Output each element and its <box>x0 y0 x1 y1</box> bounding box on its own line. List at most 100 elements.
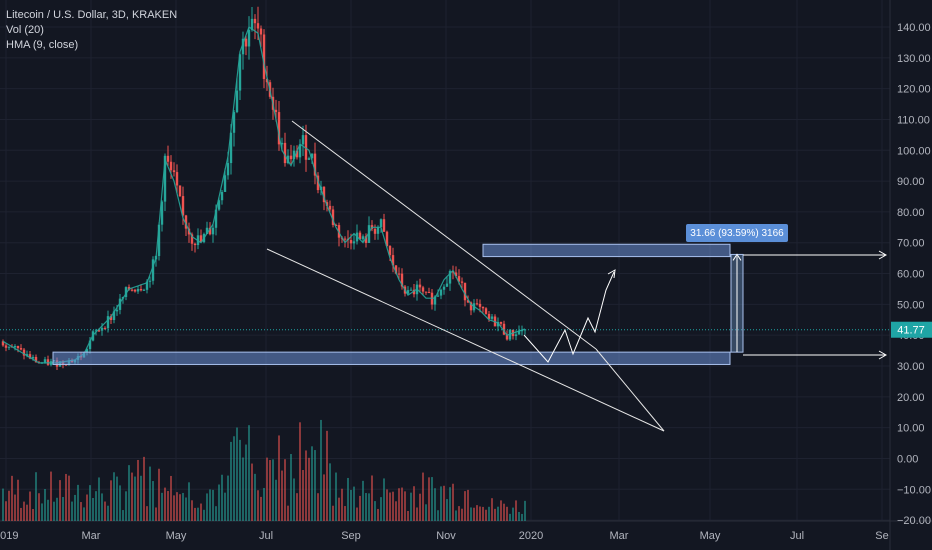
volume-bar <box>59 480 61 521</box>
candle-body <box>109 316 113 320</box>
candle-body <box>295 150 299 158</box>
volume-bar <box>194 507 196 521</box>
volume-bar <box>491 498 493 521</box>
volume-bar <box>299 422 301 521</box>
candle-body <box>409 289 413 291</box>
candle-body <box>352 241 356 244</box>
volume-bar <box>128 465 130 521</box>
volume-bar <box>470 507 472 521</box>
volume-bar <box>356 507 358 521</box>
volume-bar <box>290 454 292 521</box>
volume-bar <box>458 506 460 521</box>
candle-body <box>445 283 449 287</box>
volume-bar <box>506 506 508 521</box>
candle-body <box>124 287 128 297</box>
volume-bar <box>524 500 526 521</box>
chart-legend: Litecoin / U.S. Dollar, 3D, KRAKEN Vol (… <box>6 8 177 53</box>
candle-body <box>379 219 383 227</box>
volume-bar <box>140 475 142 521</box>
volume-bar <box>2 488 4 521</box>
candle-body <box>94 330 98 332</box>
volume-bar <box>173 495 175 521</box>
volume-bar <box>500 500 502 521</box>
volume-bar <box>287 505 289 521</box>
candle-body <box>490 316 494 319</box>
volume-bar <box>410 492 412 521</box>
volume-bar <box>245 444 247 521</box>
candle-body <box>178 185 182 197</box>
y-tick-label: −10.00 <box>897 484 931 496</box>
candle-body <box>163 155 167 202</box>
candle-body <box>241 38 245 55</box>
candle-body <box>487 313 491 319</box>
legend-vol: Vol (20) <box>6 24 44 36</box>
horizontal-arrow-head <box>878 350 888 360</box>
candle-body <box>181 196 185 216</box>
candle-body <box>112 311 116 320</box>
volume-bar <box>224 492 226 521</box>
volume-bar <box>20 507 22 521</box>
candle-body <box>289 155 293 160</box>
volume-bar <box>425 504 427 521</box>
candle-body <box>208 227 212 235</box>
volume-bar <box>26 504 28 521</box>
volume-bar <box>278 435 280 521</box>
volume-bar <box>434 488 436 521</box>
candle-body <box>505 334 509 340</box>
volume-bar <box>482 506 484 521</box>
volume-bar <box>347 477 349 521</box>
candle-body <box>238 54 242 91</box>
volume-bar <box>200 503 202 521</box>
x-tick-label: May <box>166 530 187 542</box>
volume-bar <box>212 489 214 521</box>
volume-bar <box>392 491 394 521</box>
candle-body <box>274 109 278 113</box>
candle-body <box>466 300 470 303</box>
volume-bar <box>161 492 163 521</box>
y-tick-label: 70.00 <box>897 238 925 250</box>
candle-body <box>166 155 170 162</box>
x-tick-label: May <box>700 530 721 542</box>
candle-body <box>226 163 230 176</box>
volume-bar <box>368 493 370 521</box>
candle-body <box>397 273 401 275</box>
volume-bar <box>23 501 25 521</box>
candle-body <box>259 28 263 35</box>
candle-body <box>454 272 458 277</box>
candle-body <box>172 170 176 173</box>
volume-bar <box>77 484 79 521</box>
volume-bar <box>251 463 253 521</box>
hma-line <box>2 26 526 364</box>
volume-bar <box>332 505 334 521</box>
volume-bar <box>365 493 367 521</box>
y-tick-label: 10.00 <box>897 423 925 435</box>
x-tick-label: Nov <box>436 530 456 542</box>
volume-bar <box>215 506 217 521</box>
candle-body <box>85 349 89 352</box>
y-tick-label: 80.00 <box>897 207 925 219</box>
volume-bar <box>266 457 268 521</box>
volume-bar <box>47 499 49 521</box>
volume-bar <box>143 456 145 521</box>
candle-body <box>442 286 446 290</box>
candle-body <box>217 200 221 210</box>
candle-body <box>394 265 398 274</box>
candle-body <box>310 153 314 159</box>
volume-bar <box>296 493 298 521</box>
volume-bar <box>209 489 211 521</box>
candle-body <box>142 289 146 291</box>
y-tick-label: 0.00 <box>897 453 918 465</box>
volume-bar <box>404 491 406 521</box>
candle-body <box>46 359 50 365</box>
volume-bar <box>515 500 517 521</box>
volume-bar <box>122 510 124 521</box>
volume-bar <box>71 501 73 521</box>
volume-bar <box>476 505 478 521</box>
volume-bar <box>62 496 64 521</box>
volume-bar <box>302 469 304 521</box>
volume-bar <box>359 495 361 521</box>
volume-bar <box>125 491 127 521</box>
volume-bar <box>416 507 418 521</box>
volume-bar <box>320 419 322 521</box>
